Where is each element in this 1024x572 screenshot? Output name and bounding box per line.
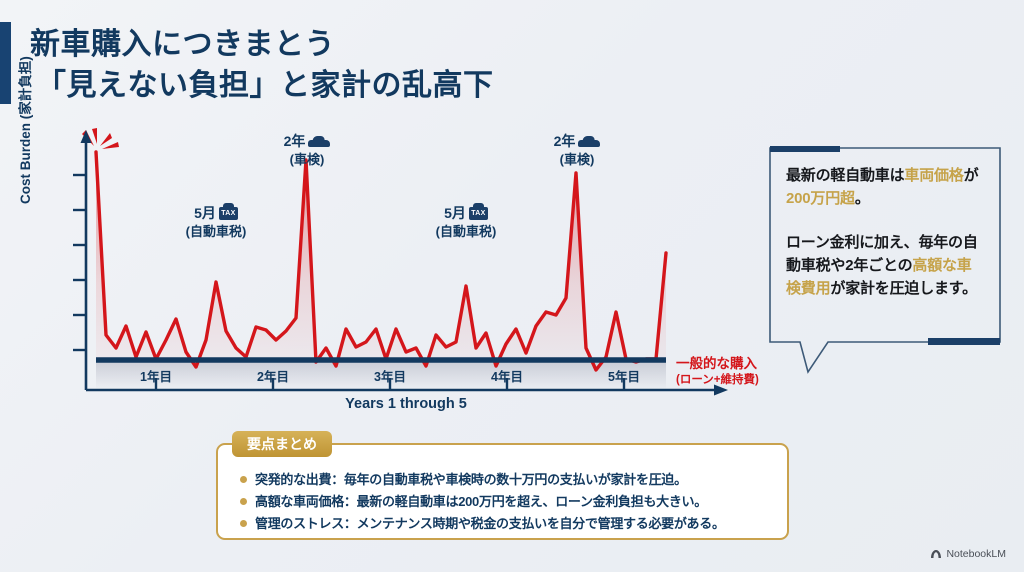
- car-icon: [308, 136, 331, 148]
- x-tick-label-year3: 3年目: [374, 370, 406, 384]
- x-tick-label-year4: 4年目: [491, 370, 523, 384]
- callout-p1-seg5: 。: [854, 190, 870, 208]
- callout-p1-highlight-2: 200万円超: [786, 190, 855, 208]
- annotation-shaken-year2: 2年 (車検): [250, 132, 364, 167]
- annotation-shaken-year2-label: 2年: [284, 133, 331, 150]
- annotation-shaken-year2-sub: (車検): [289, 151, 325, 167]
- callout-p1-seg1: 最新の軽自動車は: [786, 167, 905, 184]
- page-title: 新車購入につきまとう 「見えない負担」と家計の乱高下: [30, 24, 730, 107]
- notebooklm-logo-icon: [931, 550, 942, 558]
- x-tick-label-year5: 5年目: [608, 370, 640, 384]
- summary-item-text: 突発的な出費：毎年の自動車税や車検時の数十万円の支払いが家計を圧迫。: [255, 472, 687, 487]
- annotation-tax-year3-label: 5月 TAX: [444, 203, 488, 222]
- series-label-general-purchase: 一般的な購入 (ローン+維持費): [676, 356, 759, 387]
- car-icon: [578, 136, 601, 148]
- x-axis-ticks: [154, 378, 626, 390]
- list-item: 高額な車両価格：最新の軽自動車は200万円を超え、ローン金利負担も大きい。: [240, 491, 777, 510]
- bullet-icon: [240, 476, 247, 483]
- annotation-tax-year1: 5月 TAX (自動車税): [159, 203, 273, 239]
- x-axis-arrow: [714, 384, 728, 396]
- series-label-general-purchase-name: 一般的な購入: [676, 356, 757, 371]
- flat-series-area: [96, 360, 666, 390]
- tax-icon: TAX: [218, 203, 238, 221]
- series-label-general-purchase-sub: (ローン+維持費): [676, 373, 759, 386]
- summary-box: 要点まとめ 突発的な出費：毎年の自動車税や車検時の数十万円の支払いが家計を圧迫。…: [216, 431, 789, 540]
- callout-body: 最新の軽自動車は車両価格が 200万円超。 ローン金利に加え、毎年の自動車税や2年…: [786, 164, 986, 300]
- tax-icon: TAX: [468, 203, 488, 221]
- bullet-icon: [240, 498, 247, 505]
- x-tick-label-year2: 2年目: [257, 370, 289, 384]
- y-axis-arrow: [80, 130, 92, 143]
- summary-item-text: 高額な車両価格：最新の軽自動車は200万円を超え、ローン金利負担も大きい。: [255, 494, 707, 509]
- summary-item-text: 管理のストレス：メンテナンス時期や税金の支払いを自分で管理する必要がある。: [255, 516, 725, 531]
- annotation-tax-year1-sub: (自動車税): [185, 223, 247, 239]
- watermark: NotebookLM: [930, 548, 1006, 560]
- callout-p1-highlight-1: 車両価格: [904, 167, 964, 184]
- watermark-label: NotebookLM: [946, 548, 1006, 560]
- annotation-shaken-year4-sub: (車検): [559, 151, 595, 167]
- y-axis-title: Cost Burden (家計負担): [18, 56, 33, 204]
- chart-plot-svg: [73, 128, 728, 396]
- callout-frame: [769, 146, 1001, 374]
- annotation-tax-year3: 5月 TAX (自動車税): [409, 203, 523, 239]
- annotation-tax-year3-sub: (自動車税): [435, 223, 497, 239]
- insight-callout: 最新の軽自動車は車両価格が 200万円超。 ローン金利に加え、毎年の自動車税や2年…: [768, 146, 1002, 378]
- x-tick-label-year1: 1年目: [140, 370, 172, 384]
- list-item: 突発的な出費：毎年の自動車税や車検時の数十万円の支払いが家計を圧迫。: [240, 469, 777, 488]
- y-axis-ticks: [73, 173, 86, 352]
- callout-paragraph-1: 最新の軽自動車は車両価格が 200万円超。: [786, 164, 986, 211]
- list-item: 管理のストレス：メンテナンス時期や税金の支払いを自分で管理する必要がある。: [240, 513, 777, 532]
- callout-paragraph-2: ローン金利に加え、毎年の自動車税や2年ごとの高額な車検費用が家計を圧迫します。: [786, 231, 986, 301]
- page-title-line-1: 新車購入につきまとう: [30, 28, 335, 61]
- annotation-tax-year1-label: 5月 TAX: [194, 203, 238, 222]
- callout-p2-highlight-1: 高額な車検費用: [786, 256, 972, 297]
- page-title-line-2: 「見えない負担」と家計の乱高下: [36, 69, 494, 103]
- callout-p1-seg3: が: [963, 167, 979, 184]
- annotation-shaken-year4-label: 2年: [554, 133, 601, 150]
- x-axis-title: Years 1 through 5: [345, 396, 467, 412]
- callout-p2-seg1: ローン金利に加え、毎年の自動車税や2年ごとの: [786, 233, 978, 274]
- callout-p2-seg3: が家計を圧迫します。: [830, 280, 977, 297]
- summary-list: 突発的な出費：毎年の自動車税や車検時の数十万円の支払いが家計を圧迫。 高額な車両…: [240, 469, 777, 535]
- callout-outline: [769, 147, 1001, 374]
- callout-corner-bottom-right: [928, 338, 1000, 345]
- cost-burden-chart: Cost Burden (家計負担): [18, 56, 766, 481]
- summary-badge: 要点まとめ: [232, 431, 332, 457]
- title-accent-bar: [0, 22, 11, 104]
- callout-corner-top-left: [770, 146, 840, 152]
- annotation-shaken-year4: 2年 (車検): [520, 132, 634, 167]
- bullet-icon: [240, 520, 247, 527]
